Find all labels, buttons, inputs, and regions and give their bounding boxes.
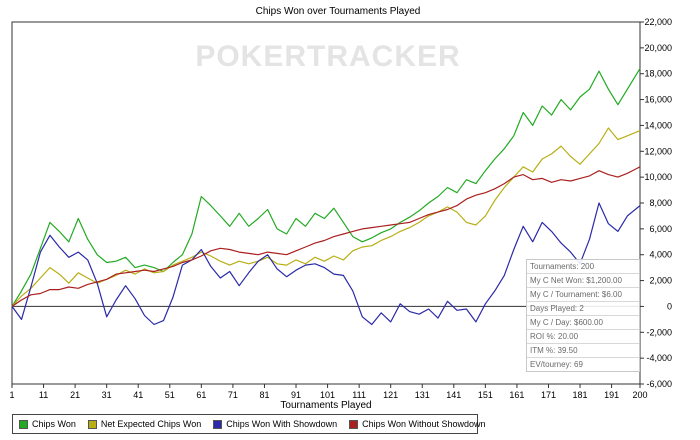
- legend-label: Net Expected Chips Won: [100, 419, 202, 429]
- y-tick-label: 22,000: [644, 17, 672, 27]
- x-tick-label: 151: [478, 390, 493, 400]
- x-tick-label: 31: [102, 390, 112, 400]
- legend-swatch: [213, 419, 223, 429]
- stat-roi: ROI %: 20.00: [527, 330, 639, 344]
- x-tick-label: 141: [446, 390, 461, 400]
- y-tick-label: 10,000: [644, 172, 672, 182]
- x-axis-label: Tournaments Played: [280, 400, 371, 411]
- series-line-1: [11, 68, 641, 307]
- x-tick-label: 91: [291, 390, 301, 400]
- x-tick-label: 191: [604, 390, 619, 400]
- series-line-2: [11, 127, 641, 307]
- x-tick-label: 111: [352, 390, 366, 400]
- y-tick-label: 20,000: [644, 43, 672, 53]
- legend-swatch: [87, 419, 97, 429]
- x-tick-label: 161: [509, 390, 524, 400]
- x-tick-label: 61: [196, 390, 206, 400]
- y-tick-label: -4,000: [646, 353, 672, 363]
- chart-legend: Chips Won Net Expected Chips Won Chips W…: [12, 414, 486, 434]
- y-tick-label: 6,000: [649, 224, 672, 234]
- stat-itm: ITM %: 39.50: [527, 344, 639, 358]
- legend-item-chips-won[interactable]: Chips Won: [19, 419, 76, 429]
- legend-swatch: [19, 419, 28, 429]
- x-tick-label: 51: [165, 390, 175, 400]
- x-tick-label: 171: [541, 390, 556, 400]
- stats-panel: Tournaments: 200 My C Net Won: $1,200.00…: [526, 259, 640, 372]
- x-tick-label: 21: [70, 390, 80, 400]
- legend-swatch: [349, 419, 359, 429]
- x-tick-label: 81: [259, 390, 269, 400]
- watermark-logo: POKERTRACKER: [195, 40, 460, 73]
- legend-label: Chips Won: [32, 419, 76, 429]
- x-tick-label: 101: [320, 390, 335, 400]
- y-tick-label: 4,000: [649, 250, 672, 260]
- series-line-4: [11, 166, 641, 307]
- y-tick-label: 16,000: [644, 95, 672, 105]
- x-tick-label: 200: [632, 390, 647, 400]
- x-tick-label: 181: [573, 390, 588, 400]
- stat-per-tournament: My C / Tournament: $6.00: [527, 288, 639, 302]
- y-tick-label: 12,000: [644, 146, 672, 156]
- stat-net-won: My C Net Won: $1,200.00: [527, 274, 639, 288]
- chart-title: Chips Won over Tournaments Played: [256, 6, 421, 17]
- legend-item-with-showdown[interactable]: Chips Won With Showdown: [213, 419, 337, 429]
- series-line-3: [11, 202, 641, 326]
- y-tick-label: 8,000: [649, 198, 672, 208]
- stat-tournaments: Tournaments: 200: [527, 260, 639, 274]
- y-tick-label: -2,000: [646, 327, 672, 337]
- x-tick-label: 11: [39, 390, 48, 400]
- stat-per-day: My C / Day: $600.00: [527, 316, 639, 330]
- stat-ev: EV/tourney: 69: [530, 360, 583, 369]
- legend-item-net-expected[interactable]: Net Expected Chips Won: [87, 419, 202, 429]
- x-tick-label: 1: [9, 390, 14, 400]
- y-tick-label: -6,000: [646, 379, 672, 389]
- legend-item-without-showdown[interactable]: Chips Won Without Showdown: [349, 419, 486, 429]
- stat-days-played: Days Played: 2: [527, 302, 639, 316]
- legend-label: Chips Won With Showdown: [226, 419, 338, 429]
- y-tick-label: 18,000: [644, 69, 672, 79]
- y-tick-label: 0: [667, 301, 672, 311]
- x-tick-label: 41: [133, 390, 143, 400]
- legend-label: Chips Won Without Showdown: [362, 419, 486, 429]
- x-tick-label: 121: [383, 390, 398, 400]
- y-tick-label: 2,000: [649, 276, 672, 286]
- x-tick-label: 71: [228, 390, 238, 400]
- y-tick-label: 14,000: [644, 120, 672, 130]
- x-tick-label: 131: [415, 390, 430, 400]
